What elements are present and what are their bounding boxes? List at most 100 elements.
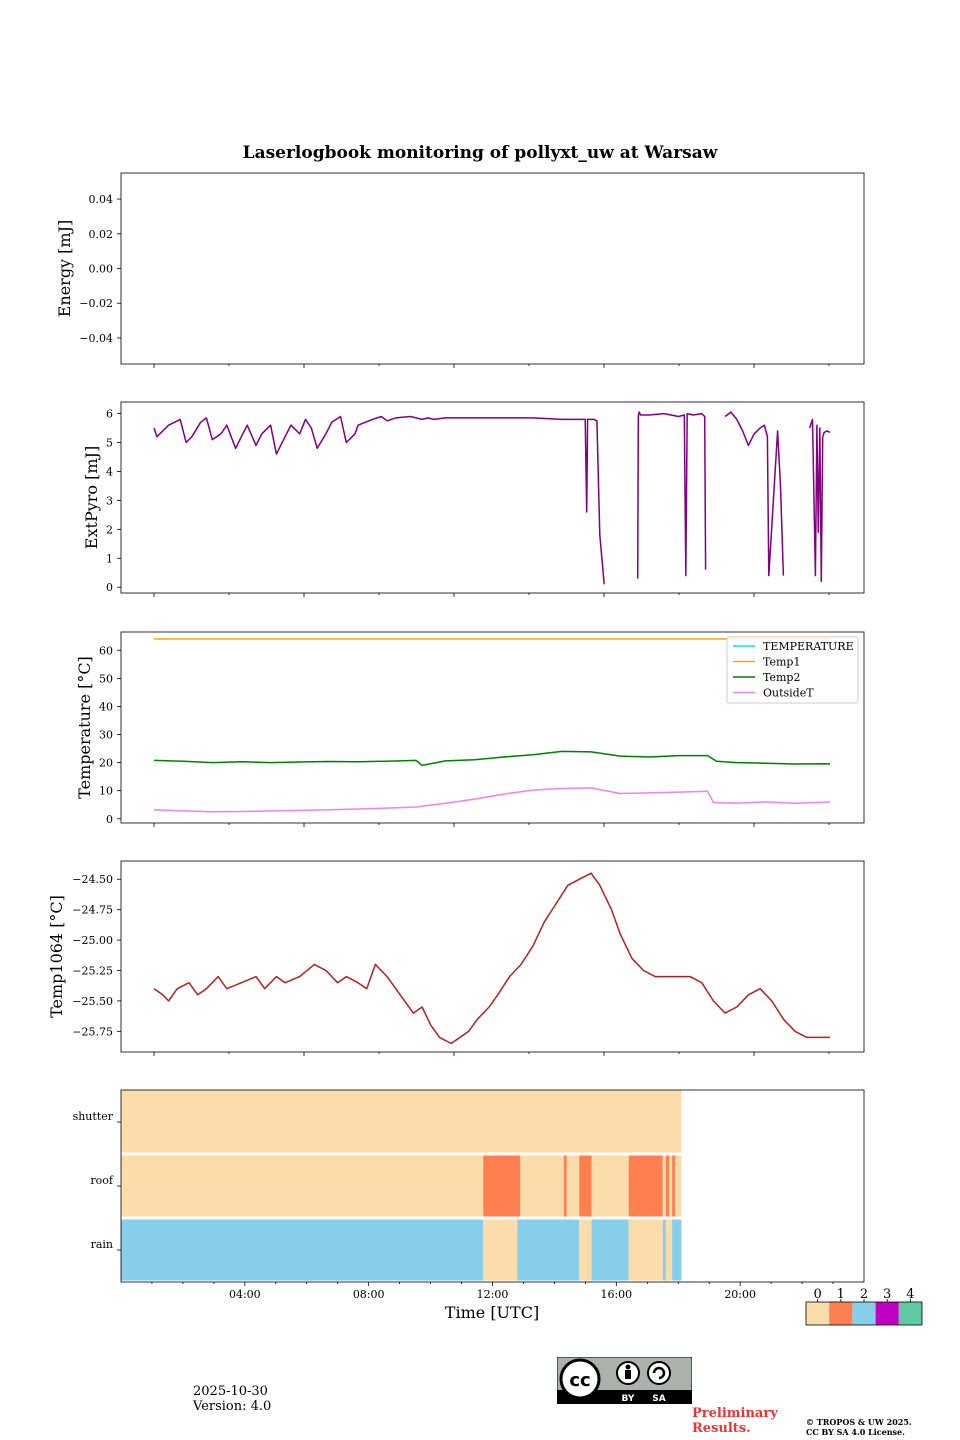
- status-segment-roof: [591, 1155, 629, 1217]
- colorbar-swatch: [829, 1302, 853, 1325]
- copyright-notice: © TROPOS & UW 2025. CC BY SA 4.0 License…: [806, 1417, 912, 1437]
- status-segment-rain: [579, 1219, 592, 1281]
- status-segment-roof: [675, 1155, 682, 1217]
- y-tick-label: −25.75: [72, 1025, 113, 1038]
- y-tick-label: −24.75: [72, 904, 113, 917]
- legend-entry: Temp1: [763, 656, 800, 669]
- status-segment-roof: [665, 1155, 669, 1217]
- status-segment-roof: [566, 1155, 580, 1217]
- legend-entry: OutsideT: [763, 687, 814, 700]
- status-segment-roof: [520, 1155, 564, 1217]
- status-segment-rain: [662, 1219, 666, 1281]
- series-temp1064: [153, 872, 830, 1045]
- y-tick-label: −25.50: [72, 995, 113, 1008]
- status-segment-rain: [672, 1219, 682, 1281]
- footer-date-version: 2025-10-30 Version: 4.0: [193, 1384, 271, 1414]
- y-tick-label: 0.00: [89, 263, 114, 276]
- y-tick-label: 0: [106, 813, 113, 826]
- y-tick-label: 1: [106, 552, 113, 565]
- y-tick-label: 0.02: [89, 228, 114, 241]
- y-axis-label: Temperature [°C]: [75, 656, 94, 799]
- footer-version: Version: 4.0: [193, 1399, 272, 1414]
- x-tick-label: 20:00: [724, 1288, 756, 1301]
- x-axis-label: Time [UTC]: [445, 1303, 539, 1322]
- figure-title: Laserlogbook monitoring of pollyxt_uw at…: [243, 143, 718, 163]
- status-row-label: shutter: [73, 1110, 114, 1123]
- preliminary-results-label: Preliminary Results.: [692, 1406, 778, 1436]
- y-tick-label: −25.00: [72, 934, 113, 947]
- legend: TEMPERATURE Temp1 Temp2 OutsideT: [726, 636, 859, 704]
- y-tick-label: −0.04: [79, 332, 113, 345]
- y-tick-label: 0: [106, 581, 113, 594]
- colorbar-tick-label: 2: [860, 1287, 868, 1302]
- y-tick-label: −24.50: [72, 873, 113, 886]
- cc-icon: [559, 1358, 601, 1400]
- share-alike-icon: [647, 1361, 671, 1385]
- x-tick-label: 12:00: [477, 1288, 509, 1301]
- series-extpyro: [636, 411, 707, 579]
- y-tick-label: 2: [106, 523, 113, 536]
- panel-temperature: 60 50 40 30 20 10 0 Temperature [°C] TEMPERATURE…: [75, 631, 865, 827]
- colorbar-swatch: [852, 1302, 876, 1325]
- x-tick-label: 16:00: [600, 1288, 632, 1301]
- status-segment-rain: [483, 1219, 518, 1281]
- series-extpyro: [808, 418, 831, 583]
- legend-entry: TEMPERATURE: [763, 640, 854, 653]
- y-tick-label: 60: [99, 644, 113, 657]
- copyright-line-2: CC BY SA 4.0 License.: [806, 1427, 905, 1437]
- colorbar-swatch: [806, 1302, 830, 1325]
- y-tick-label: 20: [99, 757, 113, 770]
- copyright-line-1: © TROPOS & UW 2025.: [806, 1417, 912, 1427]
- cc-sa-label: SA: [652, 1394, 665, 1404]
- status-segment-roof: [563, 1155, 567, 1217]
- status-segment-roof: [483, 1155, 521, 1217]
- y-tick-label: 10: [99, 785, 113, 798]
- y-axis-label: Temp1064 [°C]: [47, 895, 66, 1018]
- status-segment-rain: [517, 1219, 580, 1281]
- y-tick-label: 3: [106, 494, 113, 507]
- y-axis-label: Energy [mJ]: [55, 220, 74, 318]
- cc-by-label: BY: [622, 1394, 635, 1404]
- status-segment-roof: [579, 1155, 592, 1217]
- colorbar-swatch: [898, 1302, 922, 1325]
- y-tick-label: 40: [99, 700, 113, 713]
- series-temp2: [153, 750, 831, 767]
- colorbar-swatch: [875, 1302, 899, 1325]
- colorbar-tick-label: 3: [883, 1287, 891, 1302]
- y-tick-label: 4: [106, 465, 113, 478]
- legend-box: [726, 636, 859, 704]
- axes-frame: [120, 401, 865, 594]
- x-tick-label: 04:00: [229, 1288, 261, 1301]
- y-tick-label: −25.25: [72, 964, 113, 977]
- colorbar-tick-label: 1: [837, 1287, 845, 1302]
- colorbar-tick-label: 0: [813, 1287, 821, 1302]
- y-tick-label: −0.02: [79, 297, 113, 310]
- svg-text:cc: cc: [569, 1370, 590, 1391]
- panel-extpyro: 6 5 4 3 2 1 0 ExtPyro [mJ]: [82, 401, 865, 597]
- status-segment-roof: [662, 1155, 666, 1217]
- colorbar-tick-label: 4: [906, 1287, 914, 1302]
- status-segment-roof: [628, 1155, 663, 1217]
- status-segment-rain: [121, 1219, 484, 1281]
- y-tick-label: 0.04: [89, 193, 114, 206]
- x-tick-label: 08:00: [353, 1288, 385, 1301]
- y-tick-label: 6: [106, 408, 113, 421]
- status-segment-rain: [628, 1219, 663, 1281]
- cc-license-badge: cc BY SA: [556, 1356, 693, 1405]
- panel-energy: 0.04 0.02 0.00 −0.02 −0.04 Energy [mJ]: [55, 172, 865, 368]
- series-extpyro: [153, 415, 605, 585]
- status-segment-roof: [121, 1155, 484, 1217]
- status-segment-rain: [665, 1219, 673, 1281]
- series-extpyro: [724, 411, 785, 577]
- axes-frame: [120, 172, 865, 365]
- axes-frame: [120, 631, 865, 824]
- status-segment-rain: [591, 1219, 629, 1281]
- axes-frame: [120, 860, 865, 1053]
- status-row-label: roof: [90, 1174, 114, 1187]
- footer-date: 2025-10-30: [193, 1384, 268, 1399]
- legend-entry: Temp2: [763, 671, 800, 684]
- y-tick-label: 50: [99, 672, 113, 685]
- y-axis-label: ExtPyro [mJ]: [82, 446, 101, 549]
